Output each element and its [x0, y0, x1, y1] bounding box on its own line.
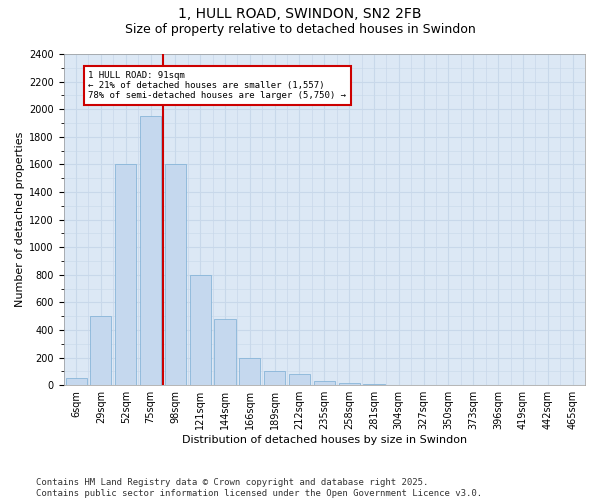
Bar: [239, 358, 260, 385]
Bar: [91, 316, 112, 385]
Text: 1, HULL ROAD, SWINDON, SN2 2FB: 1, HULL ROAD, SWINDON, SN2 2FB: [178, 8, 422, 22]
Bar: [289, 374, 310, 385]
Bar: [115, 164, 136, 385]
Y-axis label: Number of detached properties: Number of detached properties: [15, 132, 25, 308]
Text: Contains HM Land Registry data © Crown copyright and database right 2025.
Contai: Contains HM Land Registry data © Crown c…: [36, 478, 482, 498]
Text: 1 HULL ROAD: 91sqm
← 21% of detached houses are smaller (1,557)
78% of semi-deta: 1 HULL ROAD: 91sqm ← 21% of detached hou…: [88, 70, 346, 101]
Bar: [562, 384, 583, 385]
Bar: [165, 164, 186, 385]
Bar: [65, 378, 86, 385]
Bar: [140, 116, 161, 385]
Bar: [214, 319, 236, 385]
Bar: [338, 383, 359, 385]
Bar: [314, 381, 335, 385]
Bar: [364, 384, 385, 385]
Bar: [190, 275, 211, 385]
Bar: [264, 372, 285, 385]
X-axis label: Distribution of detached houses by size in Swindon: Distribution of detached houses by size …: [182, 435, 467, 445]
Text: Size of property relative to detached houses in Swindon: Size of property relative to detached ho…: [125, 22, 475, 36]
